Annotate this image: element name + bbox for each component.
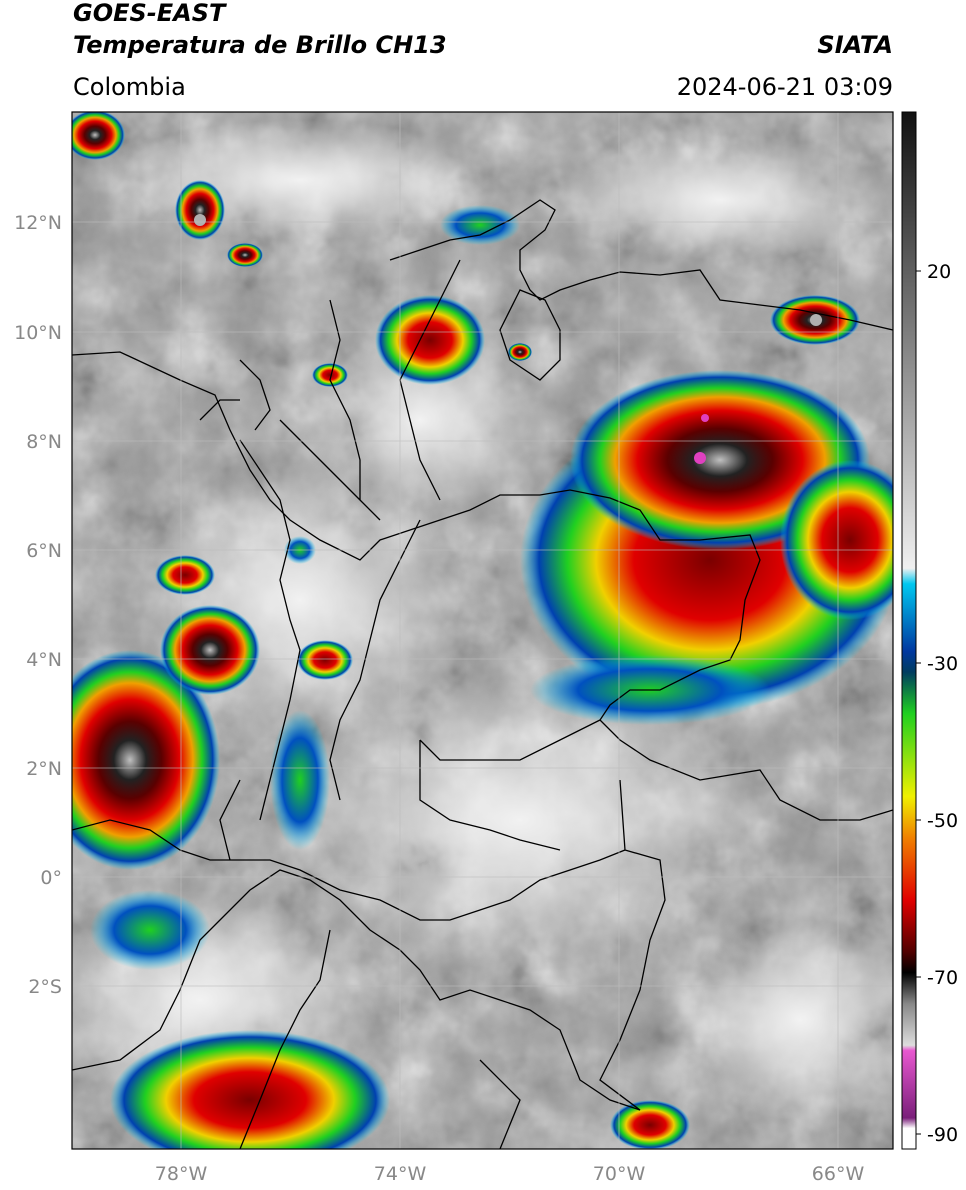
lat-label: 10°N [14,322,62,344]
lat-label: 0° [40,867,62,889]
region-label: Colombia [73,73,186,101]
lon-label: 74°W [374,1163,427,1185]
agency-label: SIATA [817,31,893,59]
lon-label: 70°W [593,1163,646,1185]
lat-label: 2°S [28,976,62,998]
longitude-labels: 78°W 74°W 70°W 66°W [155,1163,865,1185]
title-satellite: GOES-EAST [73,0,226,27]
latitude-labels: 12°N 10°N 8°N 6°N 4°N 2°N 0° 2°S [14,212,62,998]
imagery-layer [72,112,893,1149]
colorbar-label: -30 [927,653,958,675]
map-frame [71,111,894,1150]
colorbar-label: -50 [927,810,958,832]
colorbar-scale [901,111,917,1150]
graticule [72,112,893,1149]
lat-label: 8°N [26,431,62,453]
title-product: Temperatura de Brillo CH13 [73,31,447,59]
lat-label: 12°N [14,212,62,234]
lon-label: 66°W [812,1163,865,1185]
colorbar-ticks: 20 -30 -50 -70 -90 [916,261,958,1146]
lat-label: 4°N [26,649,62,671]
colorbar-label: 20 [927,261,951,283]
colorbar-label: -70 [927,967,958,989]
political-borders [72,199,893,1149]
lon-label: 78°W [155,1163,208,1185]
timestamp-label: 2024-06-21 03:09 [676,73,893,101]
lat-label: 6°N [26,540,62,562]
lat-label: 2°N [26,758,62,780]
colorbar-label: -90 [927,1124,958,1146]
